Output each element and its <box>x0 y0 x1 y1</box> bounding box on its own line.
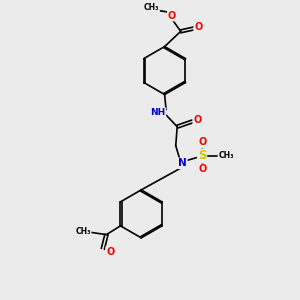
Text: S: S <box>198 149 206 163</box>
Text: CH₃: CH₃ <box>75 227 91 236</box>
Text: O: O <box>199 137 207 148</box>
Text: NH: NH <box>150 108 166 117</box>
Text: O: O <box>106 247 114 257</box>
Text: O: O <box>193 115 202 125</box>
Text: O: O <box>168 11 176 21</box>
Text: O: O <box>199 164 207 174</box>
Text: CH₃: CH₃ <box>218 152 234 160</box>
Text: O: O <box>194 22 202 32</box>
Text: CH₃: CH₃ <box>144 4 159 13</box>
Text: N: N <box>178 158 187 168</box>
